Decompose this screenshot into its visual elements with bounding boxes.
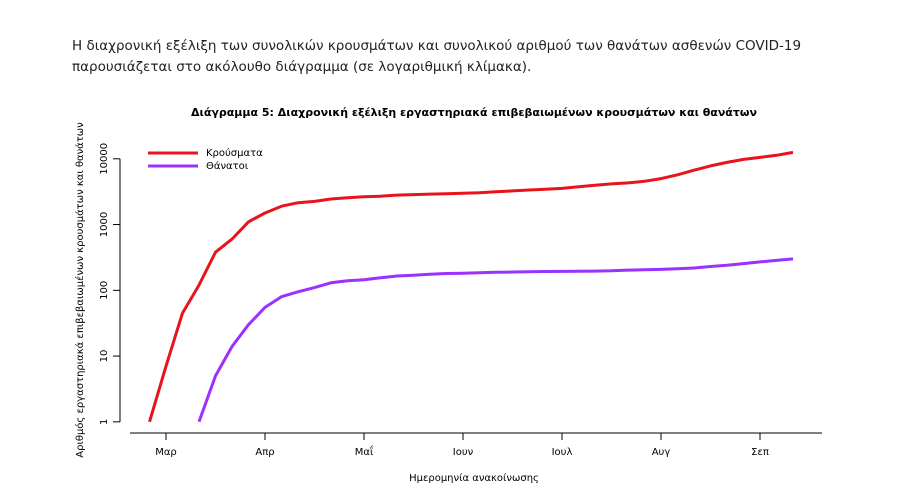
x-tick-label: Απρ (255, 447, 274, 458)
intro-text: Η διαχρονική εξέλιξη των συνολικών κρουσ… (72, 38, 802, 75)
chart-title: Διάγραμμα 5: Διαχρονική εξέλιξη εργαστηρ… (191, 106, 757, 119)
x-tick-label: Ιουλ (552, 447, 573, 458)
data-line (148, 150, 794, 423)
x-tick-label: Αυγ (652, 447, 671, 458)
data-line (197, 257, 794, 423)
x-tick-label: Μαΐ (355, 444, 374, 458)
x-tick-label: Σεπ (751, 447, 769, 458)
y-tick-label: 10 (99, 350, 110, 363)
x-tick-label: Μαρ (155, 447, 177, 458)
x-axis-label: Ημερομηνία ανακοίνωσης (409, 472, 539, 484)
y-tick-label: 100 (99, 281, 110, 300)
y-tick-label: 10000 (99, 143, 110, 175)
y-tick-label: 1 (99, 419, 110, 425)
legend-label: Θάνατοι (206, 160, 249, 172)
y-axis-label: Αριθμός εργαστηριακά επιβεβαιωμένων κρου… (74, 122, 86, 458)
legend-label: Κρούσματα (206, 147, 263, 159)
y-tick-label: 1000 (99, 212, 110, 237)
x-tick-label: Ιουν (453, 447, 474, 458)
